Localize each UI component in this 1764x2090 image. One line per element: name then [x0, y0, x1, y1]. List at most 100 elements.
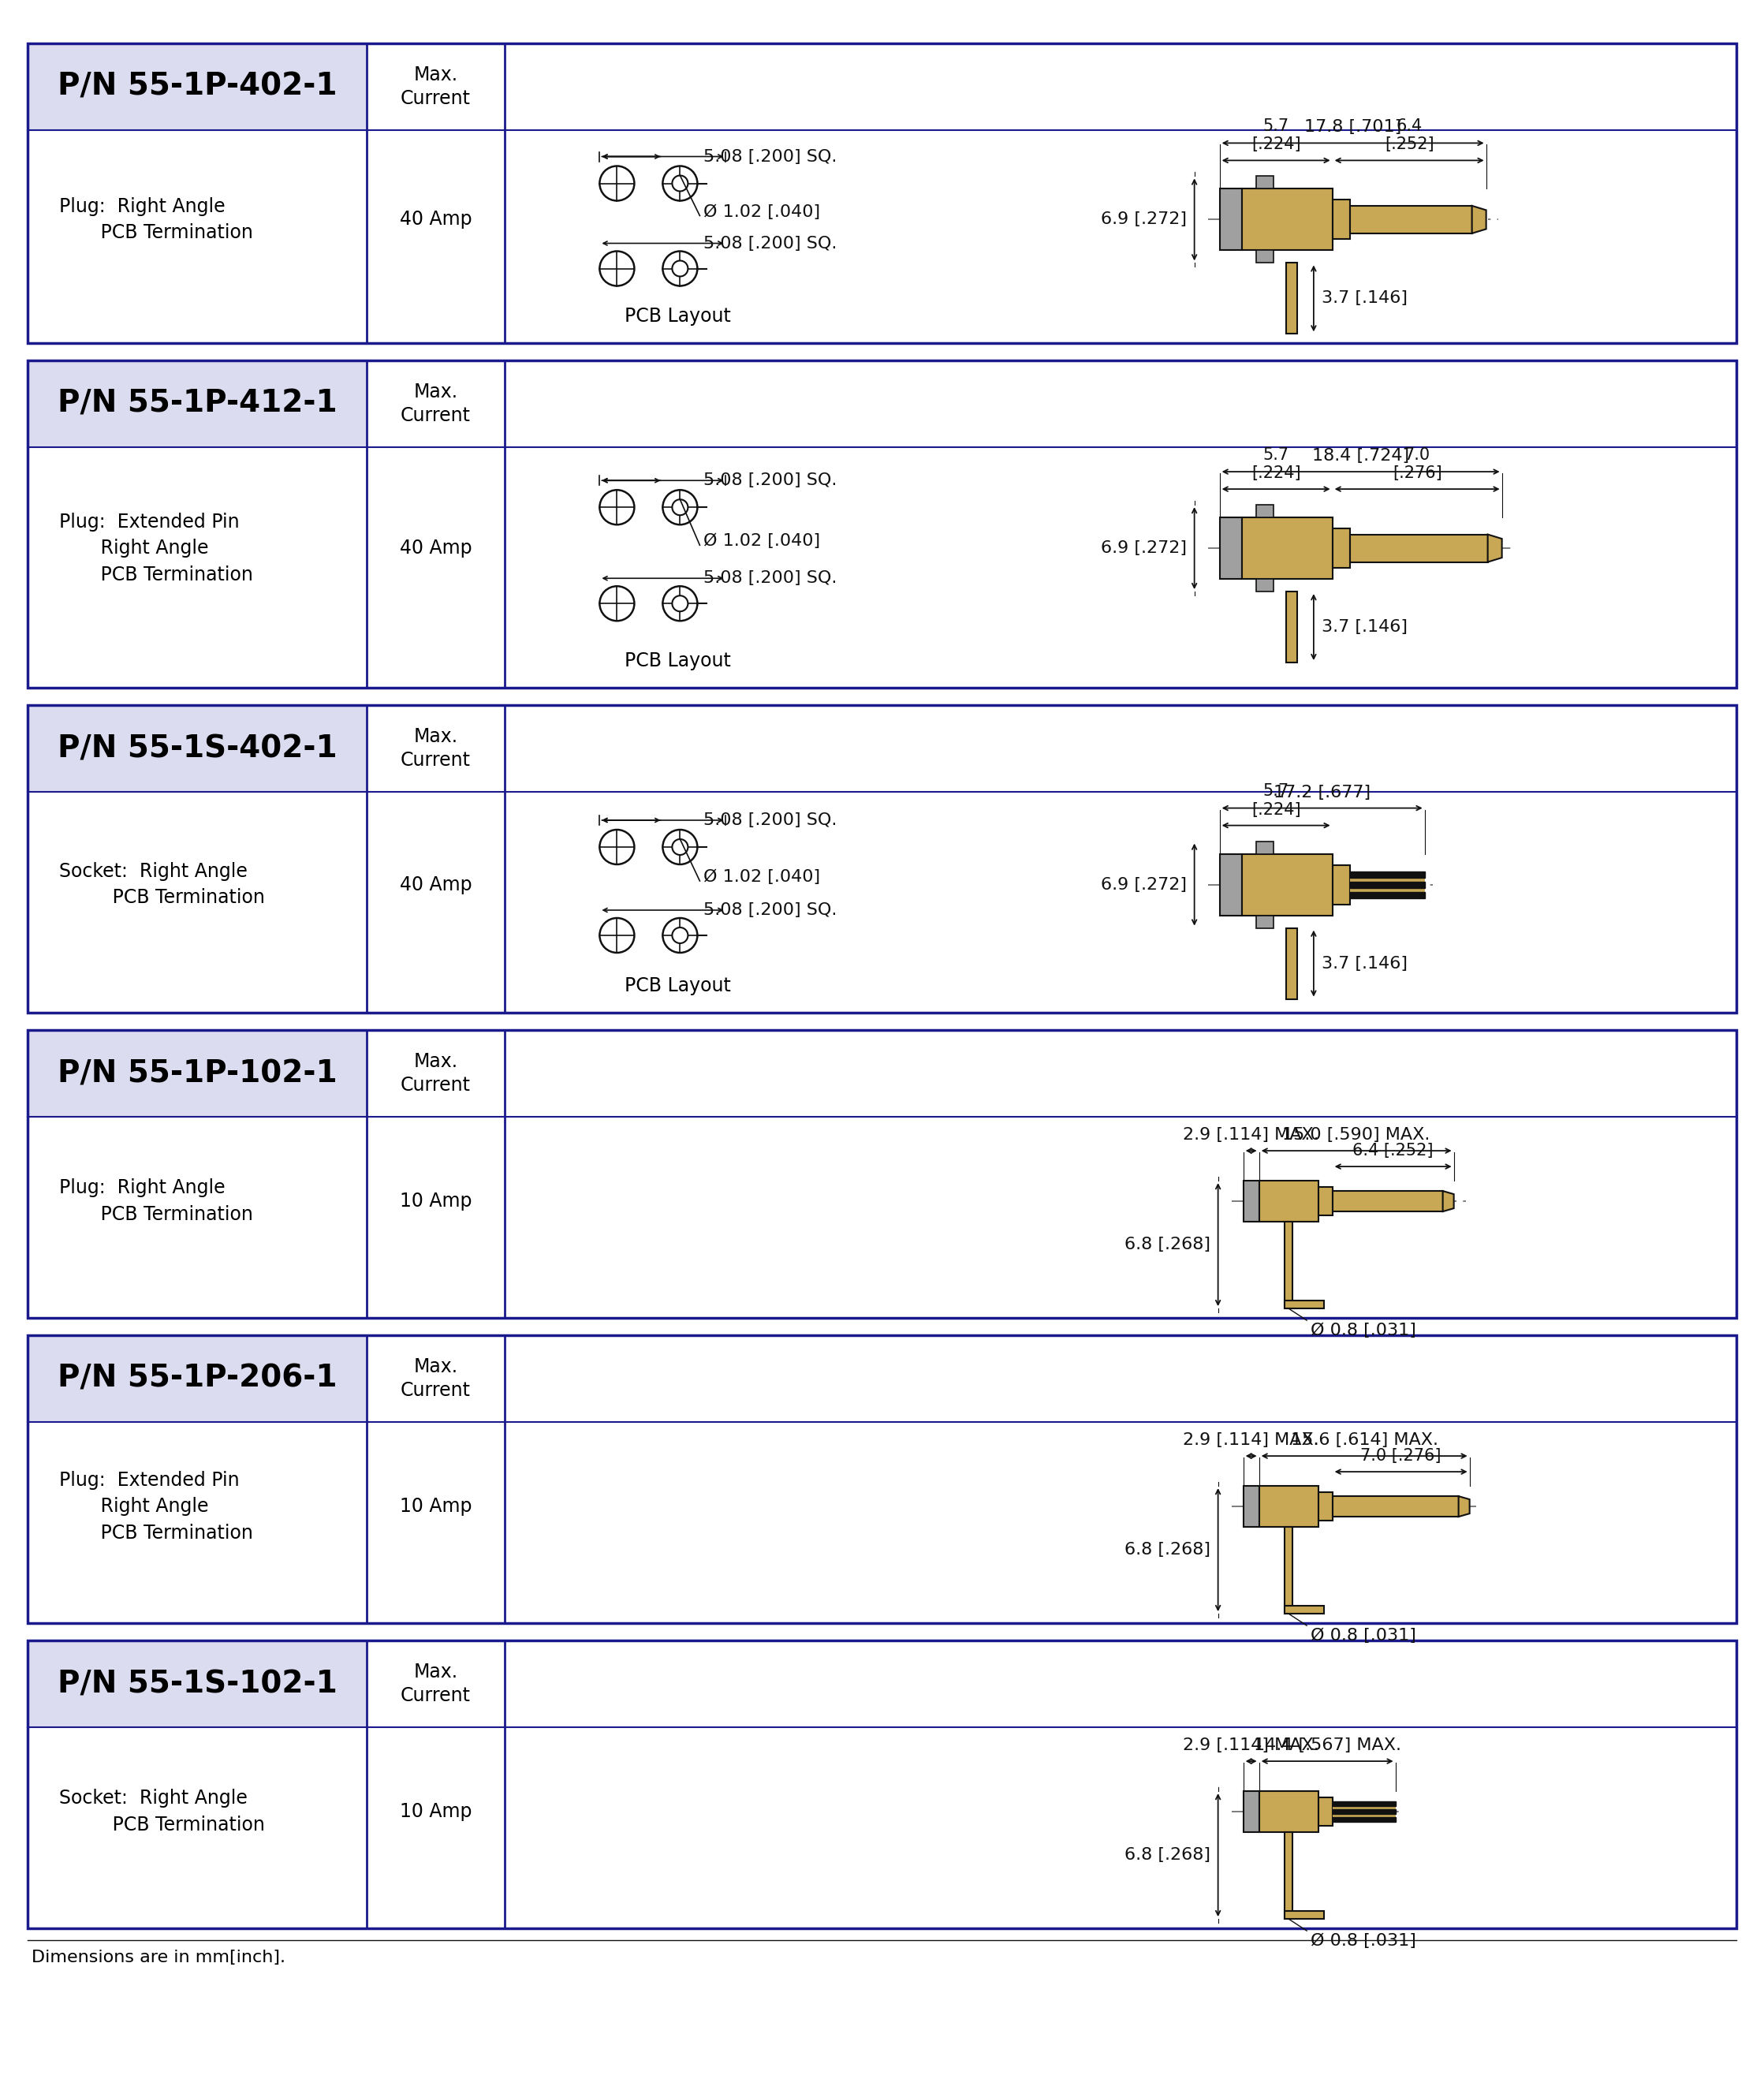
Text: Ø 1.02 [.040]: Ø 1.02 [.040]	[704, 205, 820, 219]
Text: 10 Amp: 10 Amp	[400, 1496, 471, 1515]
Text: Max.
Current: Max. Current	[400, 1356, 471, 1400]
Text: 7.0
[.276]: 7.0 [.276]	[1392, 447, 1441, 481]
Text: Ø 1.02 [.040]: Ø 1.02 [.040]	[704, 533, 820, 550]
Text: 6.9 [.272]: 6.9 [.272]	[1101, 876, 1187, 892]
Text: PCB Layout: PCB Layout	[624, 652, 732, 671]
Text: 7.0 [.276]: 7.0 [.276]	[1360, 1448, 1441, 1463]
Bar	[1332, 1810, 1395, 1814]
Bar	[1244, 1791, 1259, 1833]
Bar	[1332, 1802, 1395, 1806]
Circle shape	[672, 928, 688, 943]
Text: PCB Layout: PCB Layout	[624, 976, 732, 995]
Bar	[1256, 840, 1274, 855]
Circle shape	[600, 918, 635, 953]
Text: 5.7
[.224]: 5.7 [.224]	[1251, 447, 1300, 481]
Circle shape	[663, 830, 697, 865]
Text: 40 Amp: 40 Amp	[400, 876, 471, 895]
Text: 3.7 [.146]: 3.7 [.146]	[1321, 291, 1408, 307]
Circle shape	[663, 918, 697, 953]
Text: Plug:  Right Angle
       PCB Termination: Plug: Right Angle PCB Termination	[60, 196, 252, 242]
Bar	[1259, 1486, 1318, 1528]
Text: 10 Amp: 10 Amp	[400, 1802, 471, 1820]
Text: P/N 55-1S-102-1: P/N 55-1S-102-1	[56, 1668, 337, 1699]
Text: 2.9 [.114] MAX.: 2.9 [.114] MAX.	[1184, 1432, 1319, 1448]
Bar	[28, 1641, 367, 1726]
Text: Plug:  Extended Pin
       Right Angle
       PCB Termination: Plug: Extended Pin Right Angle PCB Termi…	[60, 1471, 252, 1542]
Text: 40 Amp: 40 Amp	[400, 539, 471, 558]
Bar	[1256, 579, 1274, 591]
Bar	[28, 1336, 367, 1421]
Text: 10 Amp: 10 Amp	[400, 1191, 471, 1210]
Bar	[1332, 1806, 1395, 1810]
Text: Max.
Current: Max. Current	[400, 65, 471, 109]
Bar	[1242, 518, 1332, 579]
Bar	[1256, 176, 1274, 188]
Polygon shape	[1443, 1191, 1454, 1212]
Text: 2.9 [.114] MAX.: 2.9 [.114] MAX.	[1184, 1127, 1319, 1143]
Bar	[1284, 1833, 1293, 1919]
Bar	[1242, 188, 1332, 251]
Text: Max.
Current: Max. Current	[400, 1664, 471, 1705]
Circle shape	[663, 165, 697, 201]
Bar	[28, 44, 1736, 343]
Text: Max.
Current: Max. Current	[400, 382, 471, 424]
Bar	[28, 704, 367, 792]
Circle shape	[600, 830, 635, 865]
Text: Ø 0.8 [.031]: Ø 0.8 [.031]	[1311, 1323, 1416, 1338]
Bar	[1244, 1181, 1259, 1223]
Bar	[1332, 1814, 1395, 1816]
Bar	[28, 1641, 1736, 1929]
Bar	[1286, 263, 1297, 334]
Bar	[1349, 878, 1425, 882]
Text: 5.08 [.200] SQ.: 5.08 [.200] SQ.	[704, 472, 838, 489]
Bar	[1259, 1181, 1318, 1223]
Text: 6.4
[.252]: 6.4 [.252]	[1385, 119, 1434, 153]
Text: Socket:  Right Angle
         PCB Termination: Socket: Right Angle PCB Termination	[60, 1789, 265, 1835]
Bar	[28, 1336, 1736, 1624]
Bar	[1332, 865, 1349, 905]
Circle shape	[672, 261, 688, 276]
Bar	[1244, 1486, 1259, 1528]
Text: 15.6 [.614] MAX.: 15.6 [.614] MAX.	[1291, 1432, 1438, 1448]
Bar	[1349, 872, 1425, 878]
Bar	[1332, 1496, 1459, 1517]
Bar	[1259, 1791, 1318, 1833]
Text: P/N 55-1P-206-1: P/N 55-1P-206-1	[58, 1363, 337, 1394]
Text: 5.08 [.200] SQ.: 5.08 [.200] SQ.	[704, 813, 838, 828]
Polygon shape	[1459, 1496, 1469, 1517]
Bar	[1284, 1300, 1325, 1308]
Text: 18.4 [.724]: 18.4 [.724]	[1312, 447, 1409, 464]
Text: 5.08 [.200] SQ.: 5.08 [.200] SQ.	[704, 148, 838, 165]
Text: 6.8 [.268]: 6.8 [.268]	[1124, 1848, 1210, 1862]
Text: 15.0 [.590] MAX.: 15.0 [.590] MAX.	[1282, 1127, 1431, 1143]
Bar	[1242, 855, 1332, 915]
Bar	[1318, 1492, 1332, 1522]
Polygon shape	[1487, 535, 1501, 562]
Text: Ø 1.02 [.040]: Ø 1.02 [.040]	[704, 869, 820, 884]
Text: Plug:  Right Angle
       PCB Termination: Plug: Right Angle PCB Termination	[60, 1179, 252, 1225]
Circle shape	[663, 489, 697, 525]
Bar	[1284, 1223, 1293, 1308]
Bar	[1332, 1191, 1443, 1212]
Bar	[1349, 892, 1425, 899]
Bar	[1219, 518, 1242, 579]
Circle shape	[663, 585, 697, 621]
Bar	[28, 1030, 1736, 1319]
Bar	[1286, 591, 1297, 663]
Bar	[1318, 1797, 1332, 1827]
Text: P/N 55-1S-402-1: P/N 55-1S-402-1	[56, 734, 337, 763]
Text: 14.4 [.567] MAX.: 14.4 [.567] MAX.	[1254, 1737, 1401, 1754]
Text: Ø 0.8 [.031]: Ø 0.8 [.031]	[1311, 1628, 1416, 1643]
Text: 5.08 [.200] SQ.: 5.08 [.200] SQ.	[704, 903, 838, 918]
Text: Max.
Current: Max. Current	[400, 727, 471, 769]
Text: 2.9 [.114] MAX.: 2.9 [.114] MAX.	[1184, 1737, 1319, 1754]
Text: P/N 55-1P-412-1: P/N 55-1P-412-1	[56, 389, 337, 418]
Circle shape	[672, 176, 688, 192]
Bar	[1286, 928, 1297, 999]
Bar	[28, 359, 1736, 688]
Text: 3.7 [.146]: 3.7 [.146]	[1321, 619, 1408, 635]
Text: P/N 55-1P-402-1: P/N 55-1P-402-1	[58, 71, 337, 102]
Bar	[1332, 1816, 1395, 1822]
Text: 5.7
[.224]: 5.7 [.224]	[1251, 119, 1300, 153]
Circle shape	[600, 585, 635, 621]
